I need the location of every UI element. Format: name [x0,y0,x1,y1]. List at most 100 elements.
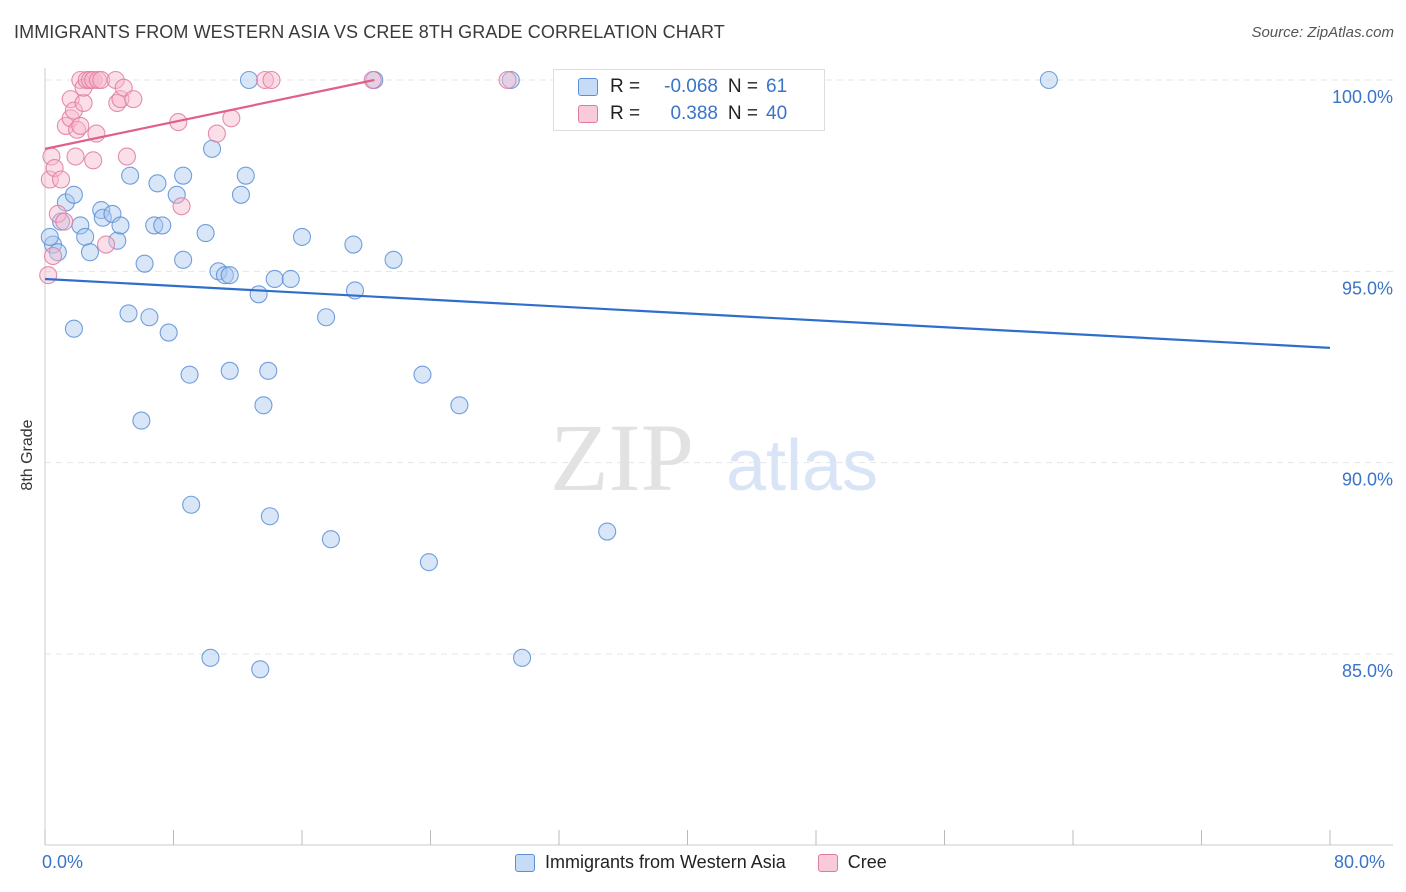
data-point [119,304,138,323]
legend-item-immigrants[interactable]: Immigrants from Western Asia [515,852,786,873]
data-point [196,224,215,243]
watermark: ZIP atlas [550,404,878,511]
series-legend: Immigrants from Western Asia Cree [515,852,919,873]
data-point [207,124,226,143]
legend-label-cree: Cree [847,852,887,872]
data-point [76,227,95,246]
data-point [135,254,154,273]
data-point [124,90,143,109]
data-point [174,250,193,269]
data-point [259,361,278,380]
data-point [251,660,270,679]
legend-row-immigrants: R = -0.068 N = 61 [578,75,787,99]
data-point [598,522,617,541]
y-tick-label-2: 90.0% [1342,470,1393,490]
data-point [111,216,130,235]
data-point [64,185,83,204]
data-point [40,227,59,246]
data-point [93,208,112,227]
data-point [222,109,241,128]
axes [44,68,1393,846]
legend-swatch-immigrants [515,853,535,872]
watermark-atlas: atlas [726,426,878,506]
r-label: R = [610,103,641,124]
watermark-zip: ZIP [550,404,694,511]
data-point [66,147,85,166]
data-point [117,147,136,166]
n-value: 40 [766,103,788,124]
data-point [220,266,239,285]
data-point [167,185,186,204]
data-point [262,70,281,90]
r-label: R = [610,76,641,97]
legend-swatch-cree [817,853,838,872]
r-value: 0.388 [670,103,718,124]
legend-swatch-cree [578,105,598,123]
data-point [52,170,71,189]
y-tick-label-1: 95.0% [1342,278,1393,298]
data-point [1039,70,1058,90]
data-point [84,151,103,170]
gridlines [45,79,1393,655]
y-tick-label-3: 85.0% [1342,661,1393,681]
data-point [317,308,336,327]
data-point [321,530,340,549]
data-point [203,139,222,158]
data-point [153,216,172,235]
legend-item-cree[interactable]: Cree [817,852,887,873]
x-tick-label-min: 0.0% [42,852,84,872]
legend-row-cree: R = 0.388 N = 40 [578,102,787,126]
data-point [43,246,63,266]
y-tick-labels: 100.0% 95.0% 90.0% 85.0% [1332,87,1393,681]
data-point [74,93,93,113]
data-point [64,319,83,338]
data-point [71,116,90,135]
data-point [384,250,403,269]
series-cree-points [39,70,517,285]
data-point [39,266,58,285]
data-point [239,70,259,90]
data-point [172,197,191,216]
data-point [220,361,239,380]
data-point [64,101,83,120]
n-label: N = [727,103,758,124]
data-point [174,166,193,185]
data-point [80,243,100,262]
data-point [281,269,300,289]
data-point [180,365,199,384]
data-point [498,70,517,90]
data-point [132,411,151,430]
trend-line-immigrants [44,277,1331,349]
data-point [45,158,64,178]
data-point [55,212,74,231]
stats-legend: R = -0.068 N = 61 R = 0.388 N = 40 [553,69,825,131]
data-point [231,185,251,204]
data-point [344,235,363,254]
data-point [256,70,275,90]
trend-line-cree [44,78,375,150]
y-tick-label-0: 100.0% [1332,87,1393,107]
r-value: -0.068 [664,76,718,97]
data-point [108,231,127,250]
data-point [413,365,432,384]
n-value: 61 [766,76,788,97]
data-point [260,507,279,526]
data-point [96,235,116,254]
legend-swatch-immigrants [578,78,598,96]
data-point [513,648,532,667]
data-point [182,495,201,514]
data-point [48,204,67,223]
data-point [201,648,220,667]
n-label: N = [727,76,758,97]
data-point [148,174,167,193]
data-point [249,285,268,304]
data-point [292,227,312,246]
data-point [419,553,438,572]
source-label: Source: ZipAtlas.com [1251,24,1394,41]
data-point [92,201,111,220]
data-point [236,166,255,185]
chart-title: IMMIGRANTS FROM WESTERN ASIA VS CREE 8TH… [14,22,725,42]
data-point [450,396,469,415]
trend-lines [44,78,1331,349]
